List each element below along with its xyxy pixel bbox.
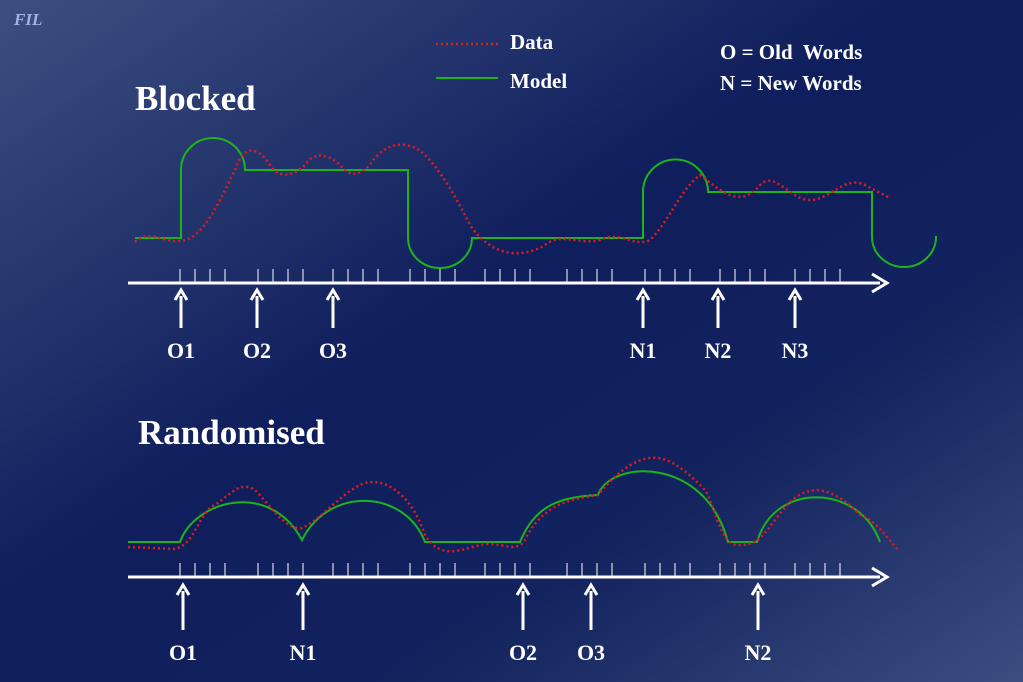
event-arrowhead [787, 287, 803, 301]
event-arrowhead [249, 287, 265, 301]
event-label: O1 [169, 640, 197, 665]
event-arrowhead [635, 287, 651, 301]
event-arrowhead [325, 287, 341, 301]
legend-model: Model [510, 69, 567, 93]
event-arrowhead [583, 582, 599, 596]
axis-arrow [871, 272, 890, 294]
event-arrowhead [710, 287, 726, 301]
data-curve [127, 456, 899, 553]
event-label: N1 [630, 338, 657, 363]
event-label: N2 [705, 338, 732, 363]
logo: FIL [13, 10, 42, 29]
panel-title: Randomised [138, 413, 325, 452]
event-arrowhead [515, 582, 531, 596]
panel-title: Blocked [135, 79, 256, 118]
key-old: O = Old Words [720, 40, 862, 64]
model-curve [135, 137, 938, 269]
event-label: N1 [290, 640, 317, 665]
event-label: O1 [167, 338, 195, 363]
event-arrowhead [750, 582, 766, 596]
event-arrowhead [175, 582, 191, 596]
axis-arrow [871, 566, 890, 588]
event-label: O3 [577, 640, 605, 665]
event-label: O3 [319, 338, 347, 363]
event-label: O2 [243, 338, 271, 363]
key-new: N = New Words [720, 71, 862, 95]
event-arrowhead [295, 582, 311, 596]
model-curve [128, 470, 881, 543]
event-label: O2 [509, 640, 537, 665]
event-arrowhead [173, 287, 189, 301]
event-label: N2 [745, 640, 772, 665]
legend-data: Data [510, 30, 554, 54]
event-label: N3 [782, 338, 809, 363]
